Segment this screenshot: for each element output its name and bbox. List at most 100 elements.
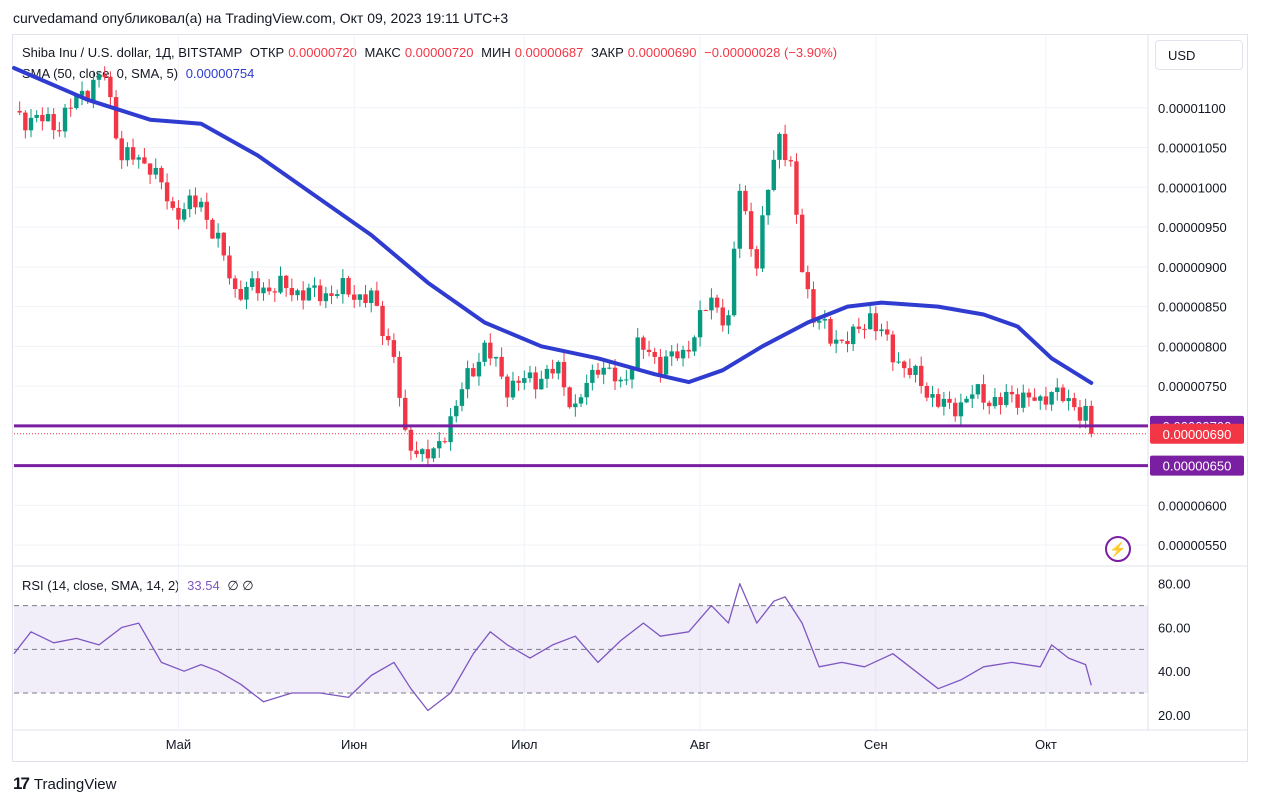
rsi-extra: ∅ ∅ <box>227 578 254 593</box>
price-tick-label: 0.00001050 <box>1158 141 1227 156</box>
candle-body <box>590 369 595 383</box>
time-tick-label: Май <box>166 737 191 752</box>
candle-body <box>215 232 221 239</box>
candle-body <box>624 379 629 381</box>
candle-body <box>159 167 164 183</box>
open-value: 0.00000720 <box>288 45 357 60</box>
candle-body <box>816 320 822 323</box>
candle-body <box>1077 407 1083 421</box>
candle-body <box>669 351 674 357</box>
open-label: ОТКР <box>249 45 285 60</box>
candle-body <box>28 117 34 131</box>
candle-body <box>629 367 635 380</box>
candle-body <box>142 157 147 164</box>
candle-body <box>289 288 295 296</box>
candle-body <box>828 318 833 344</box>
candle-body <box>731 248 737 316</box>
tradingview-footer: 17 TradingView <box>13 774 116 794</box>
candle-body <box>499 356 504 377</box>
candle-body <box>136 157 141 160</box>
candle-body <box>618 379 623 382</box>
candle-body <box>153 167 158 175</box>
candle-body <box>856 326 862 329</box>
candle-body <box>459 389 465 406</box>
candle-body <box>164 182 170 202</box>
time-tick-label: Июл <box>511 737 537 752</box>
candle-body <box>833 339 839 344</box>
candle-body <box>374 290 380 306</box>
price-tick-label: 0.00000950 <box>1158 220 1227 235</box>
tradingview-brand: TradingView <box>33 775 117 793</box>
candle-body <box>363 294 368 304</box>
candle-body <box>471 368 476 377</box>
candle-body <box>68 107 73 109</box>
candle-body <box>198 201 204 208</box>
candle-body <box>896 361 901 363</box>
high-label: МАКС <box>364 45 401 60</box>
candle-body <box>85 90 90 101</box>
symbol-title[interactable]: Shiba Inu / U.S. dollar, 1Д, BITSTAMP <box>22 45 243 60</box>
candle-body <box>964 398 969 403</box>
candle-body <box>1055 387 1060 393</box>
close-value: 0.00000690 <box>627 45 697 60</box>
candle-body <box>130 147 136 160</box>
candle-body <box>295 290 300 296</box>
candle-body <box>17 110 22 113</box>
candle-body <box>822 318 828 321</box>
candle-body <box>652 351 657 357</box>
candle-body <box>726 315 731 326</box>
close-label: ЗАКР <box>591 45 624 60</box>
candle-body <box>743 190 748 212</box>
candle-body <box>539 378 544 390</box>
price-tick-label: 0.00000600 <box>1158 498 1227 513</box>
candle-body <box>414 450 419 455</box>
candle-body <box>845 340 850 345</box>
candle-body <box>788 160 793 162</box>
candle-body <box>380 305 385 336</box>
candle-body <box>227 255 232 279</box>
candle-body <box>266 287 272 292</box>
candle-body <box>369 290 374 304</box>
candle-body <box>408 429 414 451</box>
candle-body <box>465 368 470 390</box>
candle-body <box>936 394 941 407</box>
candle-body <box>1038 396 1043 401</box>
candle-body <box>947 398 952 403</box>
candle-body <box>703 310 708 312</box>
candle-body <box>680 349 686 359</box>
candle-body <box>516 380 521 383</box>
rsi-tick-label: 60.00 <box>1158 620 1191 635</box>
change-value: −0.00000028 (−3.90%) <box>704 45 838 60</box>
candle-body <box>448 416 453 443</box>
candle-body <box>919 365 924 386</box>
last-price-label: 0.00000690 <box>1163 427 1232 442</box>
currency-button[interactable]: USD <box>1155 40 1243 70</box>
rsi-label[interactable]: RSI (14, close, SMA, 14, 2) <box>22 578 180 593</box>
candle-body <box>782 133 788 161</box>
candle-body <box>476 361 482 377</box>
price-tick-label: 0.00000800 <box>1158 339 1227 354</box>
candle-body <box>533 372 538 390</box>
candle-body <box>1021 392 1026 408</box>
candle-body <box>334 294 340 296</box>
sma-label[interactable]: SMA (50, close, 0, SMA, 5) <box>22 66 179 81</box>
candle-body <box>170 201 175 208</box>
candle-body <box>771 159 776 190</box>
candles-group <box>17 66 1094 466</box>
candle-body <box>720 307 725 326</box>
candle-body <box>272 291 278 293</box>
price-tick-label: 0.00000550 <box>1158 538 1227 553</box>
candle-body <box>482 342 487 362</box>
candle-body <box>573 403 578 408</box>
sma-line <box>12 66 1094 385</box>
candle-body <box>748 211 754 250</box>
candle-body <box>119 138 124 161</box>
candle-body <box>329 293 334 296</box>
candle-body <box>510 380 516 398</box>
lightning-icon[interactable]: ⚡ <box>1105 536 1131 562</box>
candle-body <box>907 368 913 375</box>
candle-body <box>601 367 606 375</box>
candle-body <box>981 384 986 403</box>
candle-body <box>607 367 612 369</box>
